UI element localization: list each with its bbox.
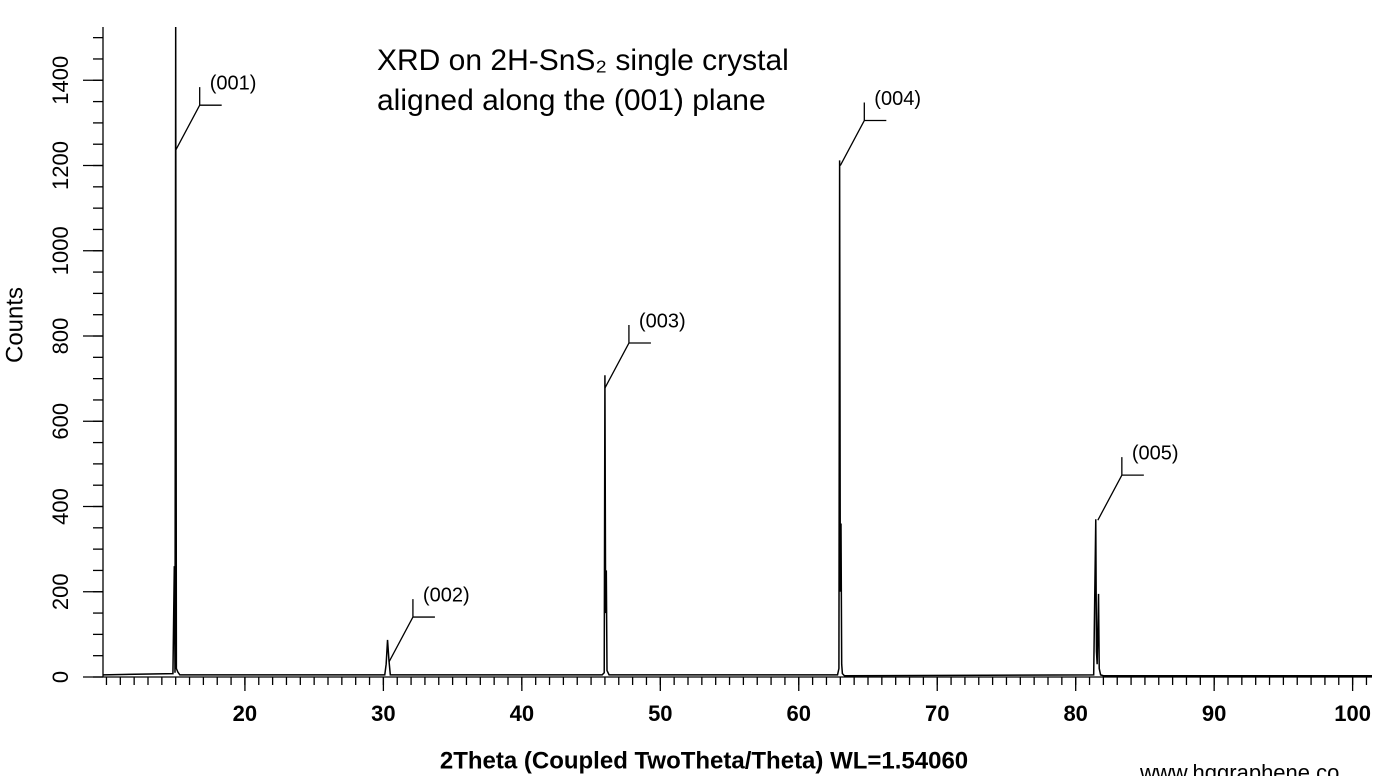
y-tick-label: 400 (48, 488, 73, 525)
x-tick-label: 40 (510, 701, 534, 726)
x-tick-label: 100 (1334, 701, 1371, 726)
x-tick-label: 80 (1063, 701, 1087, 726)
x-tick-label: 70 (925, 701, 949, 726)
peak-label: (003) (639, 310, 686, 332)
peak-label: (005) (1132, 442, 1179, 464)
x-axis-label: 2Theta (Coupled TwoTheta/Theta) WL=1.540… (440, 747, 968, 774)
chart-title-line: XRD on 2H-SnS₂ single crystal (377, 44, 789, 77)
x-tick-label: 50 (648, 701, 672, 726)
y-tick-label: 1200 (48, 141, 73, 190)
x-tick-label: 90 (1202, 701, 1226, 726)
x-tick-label: 60 (787, 701, 811, 726)
y-tick-label: 600 (48, 403, 73, 440)
y-tick-label: 1400 (48, 56, 73, 105)
spectrum-line (102, 26, 1372, 677)
peak-leader (1097, 457, 1144, 521)
peak-label: (001) (210, 72, 257, 94)
peak-label: (002) (423, 584, 470, 606)
watermark: www.hqgraphene.co (1139, 760, 1339, 776)
peak-leader (604, 325, 651, 389)
peak-label: (004) (874, 88, 921, 110)
y-axis-label: Counts (1, 287, 28, 363)
peak-leader (175, 87, 222, 151)
x-tick-label: 20 (233, 701, 257, 726)
peak-leader (839, 102, 887, 166)
peak-leader (388, 599, 435, 663)
chart-title-line: aligned along the (001) plane (377, 84, 766, 117)
y-tick-label: 1000 (48, 226, 73, 275)
x-tick-label: 30 (371, 701, 395, 726)
y-tick-label: 800 (48, 318, 73, 355)
y-tick-label: 200 (48, 573, 73, 610)
y-tick-label: 0 (48, 671, 73, 683)
